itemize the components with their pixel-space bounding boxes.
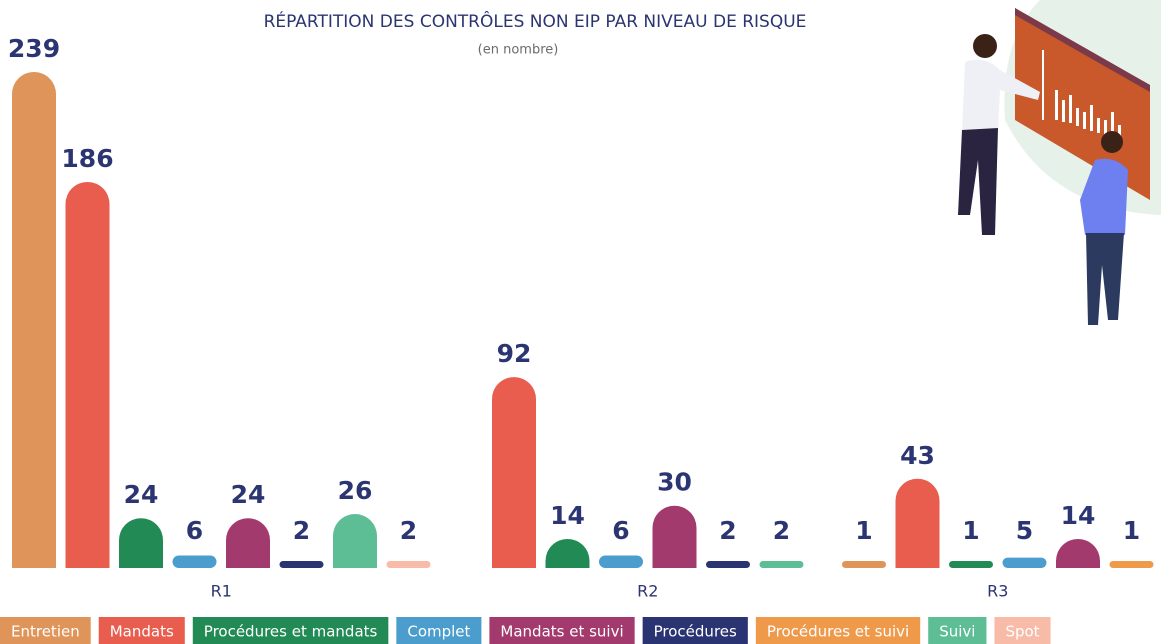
- value-label: 6: [186, 516, 203, 545]
- value-label: 1: [1123, 516, 1140, 545]
- value-label: 14: [1061, 501, 1096, 530]
- bar: [66, 182, 110, 568]
- bar: [387, 561, 431, 568]
- page: {"chart_data": {"type": "bar", "title": …: [0, 0, 1161, 644]
- legend-label: Complet: [407, 623, 470, 641]
- bar: [706, 561, 750, 568]
- bar: [1056, 539, 1100, 568]
- value-label: 30: [657, 468, 692, 497]
- bar: [842, 561, 886, 568]
- group-label: R3: [987, 582, 1008, 601]
- legend-label: Mandats et suivi: [500, 623, 623, 641]
- legend-label: Procédures et suivi: [767, 623, 909, 641]
- value-label: 26: [338, 476, 373, 505]
- value-label: 186: [61, 144, 113, 173]
- value-label: 5: [1016, 516, 1033, 545]
- bar: [280, 561, 324, 568]
- bar: [1003, 558, 1047, 568]
- person-legs: [1086, 233, 1124, 325]
- legend-label: Mandats: [110, 623, 174, 641]
- person-head: [973, 34, 997, 58]
- bar: [119, 518, 163, 568]
- bar: [226, 518, 270, 568]
- bar: [949, 561, 993, 568]
- value-label: 239: [8, 34, 60, 63]
- bar: [173, 556, 217, 568]
- person-head: [1101, 131, 1123, 153]
- bar: [1110, 561, 1154, 568]
- value-label: 2: [719, 516, 736, 545]
- bar: [760, 561, 804, 568]
- legend-label: Spot: [1005, 623, 1039, 641]
- legend-label: Procédures: [654, 623, 737, 641]
- value-label: 14: [550, 501, 585, 530]
- value-label: 1: [855, 516, 872, 545]
- value-label: 24: [124, 480, 159, 509]
- illustration: [958, 0, 1161, 325]
- value-label: 92: [497, 339, 532, 368]
- chart-title: RÉPARTITION DES CONTRÔLES NON EIP PAR NI…: [264, 10, 807, 32]
- group-label: R2: [637, 582, 658, 601]
- value-label: 24: [231, 480, 266, 509]
- value-label: 1: [962, 516, 979, 545]
- value-label: 2: [400, 516, 417, 545]
- value-label: 2: [293, 516, 310, 545]
- value-label: 2: [773, 516, 790, 545]
- legend-label: Suivi: [939, 623, 975, 641]
- value-label: 43: [900, 441, 935, 470]
- bar: [12, 72, 56, 568]
- bar: [896, 479, 940, 568]
- chart-subtitle: (en nombre): [478, 43, 559, 58]
- group-label: R1: [211, 582, 232, 601]
- bar: [333, 514, 377, 568]
- person-legs: [958, 128, 998, 235]
- bar: [599, 556, 643, 568]
- chart: RÉPARTITION DES CONTRÔLES NON EIP PAR NI…: [0, 0, 1161, 644]
- bar: [546, 539, 590, 568]
- legend-label: Procédures et mandats: [204, 623, 378, 641]
- bar: [492, 377, 536, 568]
- legend-label: Entretien: [11, 623, 80, 641]
- bar: [653, 506, 697, 568]
- value-label: 6: [612, 516, 629, 545]
